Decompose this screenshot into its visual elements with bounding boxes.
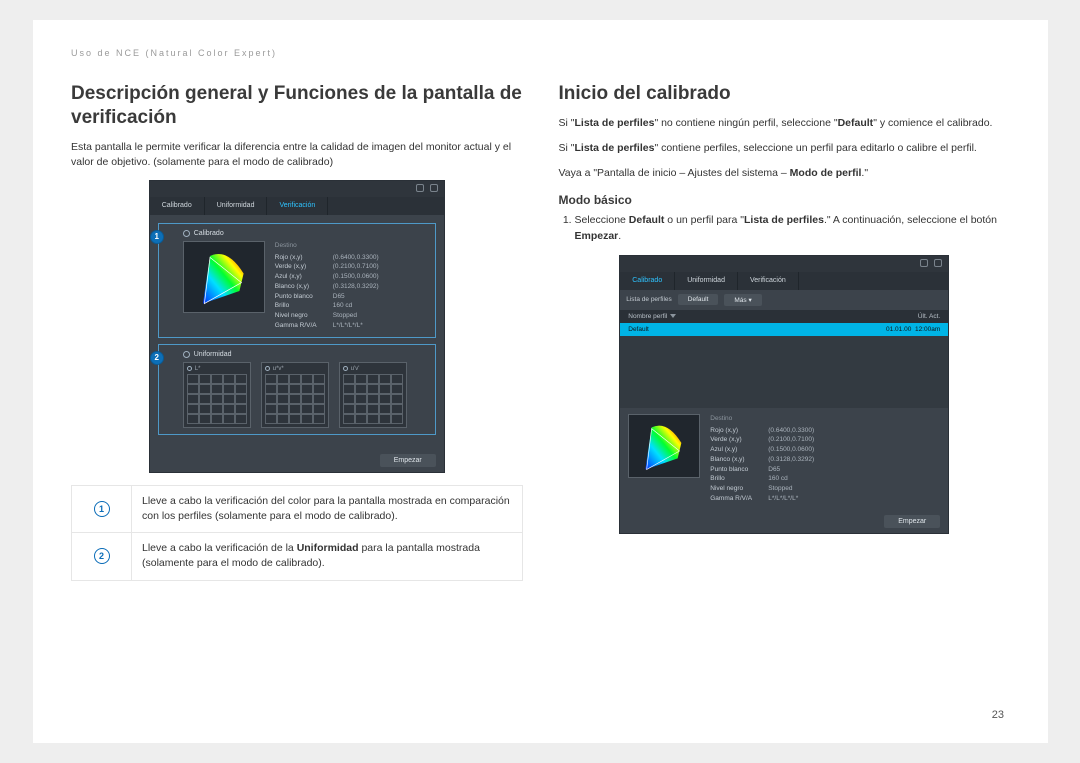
right-p3: Vaya a "Pantalla de inicio – Ajustes del… — [559, 166, 1011, 181]
destination-table: Destino Rojo (x,y)(0.6400,0.3300) Verde … — [275, 241, 379, 331]
profile-dropdown[interactable]: Default — [678, 294, 719, 305]
app-tabs: Calibrado Uniformidad Verificación — [620, 272, 948, 290]
tab-calibrado[interactable]: Calibrado — [150, 197, 205, 215]
right-p1: Si "Lista de perfiles" no contiene ningú… — [559, 116, 1011, 131]
verification-screenshot: Calibrado Uniformidad Verificación 1 Cal… — [149, 180, 445, 473]
page-number: 23 — [992, 709, 1004, 721]
start-button[interactable]: Empezar — [380, 454, 436, 467]
right-column: Inicio del calibrado Si "Lista de perfil… — [559, 82, 1011, 581]
sort-icon — [670, 314, 676, 318]
legend-text-2: Lleve a cabo la verificación de la Unifo… — [132, 533, 522, 579]
help-icon — [934, 259, 942, 267]
left-intro: Esta pantalla le permite verificar la di… — [71, 140, 523, 170]
step-1: Seleccione Default o un perfil para "Lis… — [575, 213, 1011, 245]
uniformity-grids: L* u*v* u'v' — [183, 362, 429, 428]
app-titlebar — [620, 256, 948, 272]
tab-uniformidad[interactable]: Uniformidad — [205, 197, 268, 215]
profile-toolbar: Lista de perfiles Default Más ▾ — [620, 290, 948, 310]
section-badge-2: 2 — [150, 351, 164, 365]
section-badge-1: 1 — [150, 230, 164, 244]
right-p2: Si "Lista de perfiles" contiene perfiles… — [559, 141, 1011, 156]
right-heading: Inicio del calibrado — [559, 82, 1011, 106]
tab-calibrado[interactable]: Calibrado — [620, 272, 675, 290]
app-tabs: Calibrado Uniformidad Verificación — [150, 197, 444, 215]
more-dropdown[interactable]: Más ▾ — [724, 294, 761, 306]
left-heading: Descripción general y Funciones de la pa… — [71, 82, 523, 130]
calibrate-screenshot: Calibrado Uniformidad Verificación Lista… — [619, 255, 949, 534]
legend-row-2: 2 Lleve a cabo la verificación de la Uni… — [72, 532, 522, 579]
app-pane: 1 Calibrado Dest — [150, 215, 444, 449]
destination-table: Destino Rojo (x,y)(0.6400,0.3300) Verde … — [710, 414, 814, 504]
radio-icon — [183, 230, 190, 237]
two-column-layout: Descripción general y Funciones de la pa… — [71, 82, 1010, 581]
tab-verificacion[interactable]: Verificación — [267, 197, 328, 215]
legend-badge-2: 2 — [94, 548, 110, 564]
section-title-2: Uniformidad — [183, 351, 429, 358]
help-icon — [430, 184, 438, 192]
radio-icon — [183, 351, 190, 358]
section-title-1: Calibrado — [183, 230, 429, 237]
tab-verificacion[interactable]: Verificación — [738, 272, 799, 290]
gear-icon — [416, 184, 424, 192]
sub-heading: Modo básico — [559, 193, 1011, 207]
app-titlebar — [150, 181, 444, 197]
breadcrumb: Uso de NCE (Natural Color Expert) — [71, 48, 1010, 58]
gamut-chart — [628, 414, 700, 478]
legend-row-1: 1 Lleve a cabo la verificación del color… — [72, 486, 522, 532]
profile-row-selected[interactable]: Default 01.01.00 12:00am — [620, 323, 948, 336]
gamut-chart — [183, 241, 265, 313]
callout-legend: 1 Lleve a cabo la verificación del color… — [71, 485, 523, 581]
legend-text-1: Lleve a cabo la verificación del color p… — [132, 486, 522, 532]
tab-uniformidad[interactable]: Uniformidad — [675, 272, 738, 290]
legend-badge-1: 1 — [94, 501, 110, 517]
document-page: Uso de NCE (Natural Color Expert) Descri… — [33, 20, 1048, 743]
profile-rows-empty — [620, 336, 948, 408]
start-button[interactable]: Empezar — [884, 515, 940, 528]
gear-icon — [920, 259, 928, 267]
steps-list: Seleccione Default o un perfil para "Lis… — [575, 213, 1011, 245]
section-calibrado: 1 Calibrado Dest — [158, 223, 436, 338]
list-header: Nombre perfil Últ. Act. — [620, 310, 948, 323]
section-uniformidad: 2 Uniformidad L* u*v* u'v' — [158, 344, 436, 435]
left-column: Descripción general y Funciones de la pa… — [71, 82, 523, 581]
lower-panel: Destino Rojo (x,y)(0.6400,0.3300) Verde … — [620, 408, 948, 510]
